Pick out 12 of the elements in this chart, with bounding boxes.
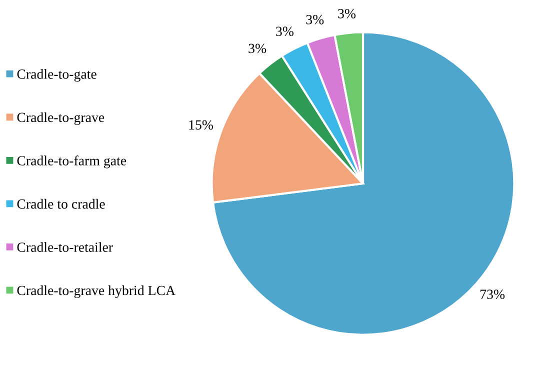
data-label: 3% xyxy=(306,14,324,24)
data-label: 3% xyxy=(248,44,266,54)
data-label: 3% xyxy=(276,26,294,36)
data-label: 73% xyxy=(480,290,505,300)
legend-label: Cradle to cradle xyxy=(17,198,105,209)
legend-label: Cradle-to-grave xyxy=(17,112,104,125)
legend-label: Cradle-to-gate xyxy=(17,69,96,82)
data-label: 3% xyxy=(338,8,356,18)
data-label: 15% xyxy=(189,120,214,130)
legend-label: Cradle-to-grave hybrid LCA xyxy=(17,285,176,298)
legend-label: Cradle-to-farm gate xyxy=(17,156,126,168)
legend-label: Cradle-to-retailer xyxy=(17,242,113,252)
